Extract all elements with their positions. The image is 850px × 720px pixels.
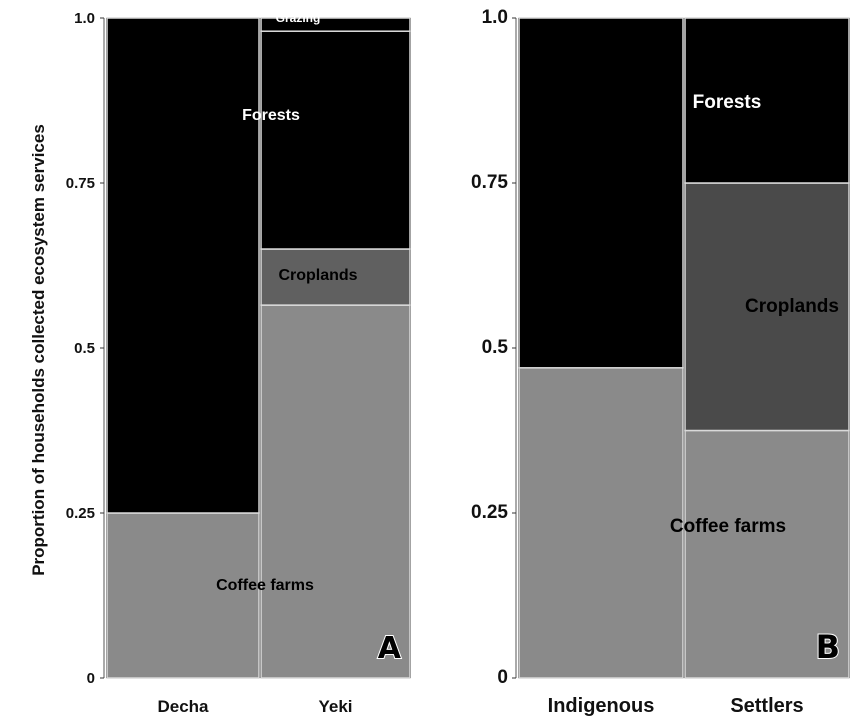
y-tick-label: 0.75 <box>66 175 95 192</box>
segment-croplands-settlers <box>684 182 850 432</box>
segment-forests-decha <box>106 17 260 514</box>
y-axis-label: Proportion of households collected ecosy… <box>29 124 48 576</box>
y-tick-label: 1.0 <box>74 10 95 27</box>
panel-b: 0 0.25 0.5 0.75 1.0 Indigenous Settlers Coffee … <box>471 7 850 717</box>
segment-label-grazing: Grazing <box>276 11 321 25</box>
category-label-yeki: Yeki <box>318 697 352 716</box>
segment-grazing-yeki <box>260 17 411 32</box>
y-tick-label: 0.25 <box>66 505 95 522</box>
y-tick-label: 0 <box>497 667 508 688</box>
segment-label-croplands: Croplands <box>745 296 839 317</box>
y-tick-label: 0.5 <box>74 340 95 357</box>
segment-coffee-farms-yeki <box>260 304 411 679</box>
segment-label-coffee-farms: Coffee farms <box>216 577 314 594</box>
segment-forests-settlers <box>684 17 850 184</box>
panel-a: 0 0.25 0.5 0.75 1.0 Decha Yeki Coffee farms Crop… <box>66 10 411 716</box>
panel-letter: B <box>816 628 840 666</box>
y-tick-label: 0.25 <box>471 502 508 523</box>
segment-label-coffee-farms: Coffee farms <box>670 516 786 537</box>
y-tick-label: 0.75 <box>471 172 508 193</box>
segment-coffee-farms-decha <box>106 512 260 679</box>
y-tick-label: 1.0 <box>482 7 508 28</box>
chart-panels: 0 0.25 0.5 0.75 1.0 Decha Yeki Coffee farms Crop… <box>66 7 850 717</box>
category-label-indigenous: Indigenous <box>548 695 655 717</box>
segment-croplands-yeki <box>260 248 411 306</box>
segment-label-croplands: Croplands <box>278 267 357 284</box>
category-label-settlers: Settlers <box>730 695 803 717</box>
segment-label-forests: Forests <box>242 107 300 124</box>
y-tick-label: 0.5 <box>482 337 509 358</box>
segment-coffee-farms-indigenous <box>518 367 684 679</box>
category-label-decha: Decha <box>157 697 209 716</box>
segment-forests-indigenous <box>518 17 684 369</box>
segment-coffee-farms-settlers <box>684 429 850 679</box>
segment-forests-yeki <box>260 30 411 250</box>
y-tick-label: 0 <box>87 670 95 687</box>
segment-label-forests: Forests <box>693 92 762 113</box>
panel-letter: A <box>378 631 402 666</box>
